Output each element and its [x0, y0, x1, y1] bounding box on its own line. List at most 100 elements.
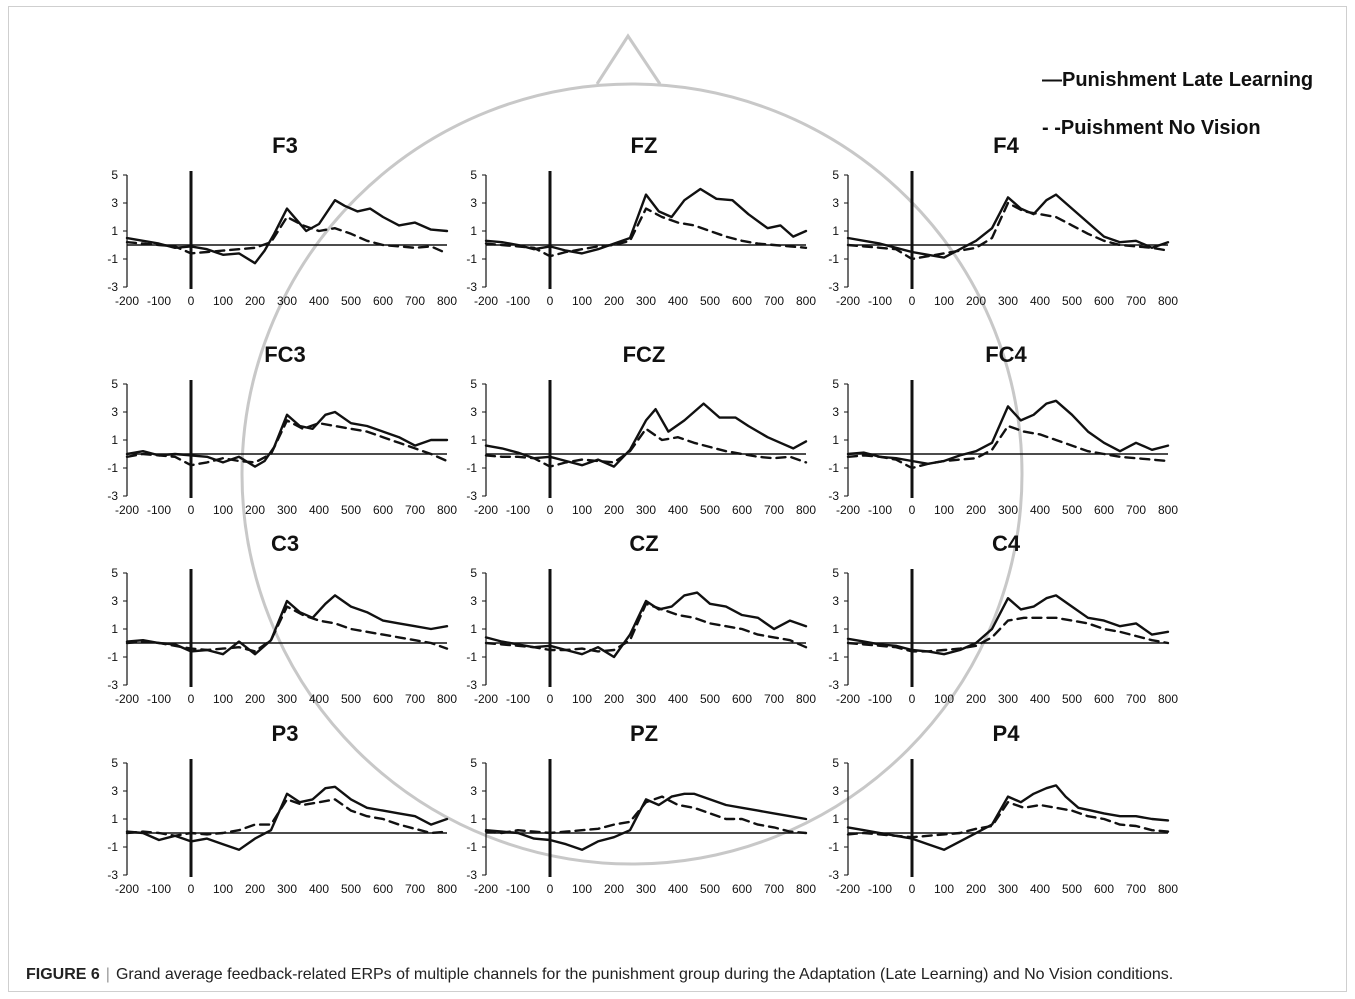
x-tick-label: 800 — [437, 692, 457, 706]
x-tick-label: 400 — [1030, 294, 1050, 308]
series-line-late-learning — [846, 193, 1170, 259]
x-tick-label: 500 — [700, 294, 720, 308]
series-line-late-learning — [846, 594, 1170, 656]
figure-caption: FIGURE 6 | Grand average feedback-related … — [26, 966, 1173, 984]
y-tick-label: -3 — [107, 868, 118, 882]
x-tick-label: 500 — [700, 503, 720, 517]
x-tick-label: 200 — [966, 294, 986, 308]
x-tick-label: 300 — [998, 882, 1018, 896]
x-tick-label: 400 — [1030, 882, 1050, 896]
x-tick-label: -100 — [506, 882, 530, 896]
x-tick-label: 100 — [934, 692, 954, 706]
figure-caption-text: Grand average feedback-related ERPs of m… — [115, 966, 1174, 983]
x-tick-label: 300 — [998, 692, 1018, 706]
series-line-late-learning — [484, 591, 808, 659]
panel-title: PZ — [630, 721, 658, 746]
x-tick-label: -100 — [506, 503, 530, 517]
y-tick-label: -1 — [466, 650, 477, 664]
x-tick-label: 400 — [668, 294, 688, 308]
x-tick-label: 800 — [1158, 294, 1178, 308]
x-tick-label: 100 — [572, 294, 592, 308]
x-tick-label: 400 — [668, 692, 688, 706]
x-tick-label: 100 — [934, 294, 954, 308]
x-tick-label: 500 — [700, 882, 720, 896]
x-tick-label: 700 — [405, 294, 425, 308]
y-tick-label: 3 — [111, 784, 118, 798]
series-line-late-learning — [484, 187, 808, 255]
x-tick-label: 800 — [796, 503, 816, 517]
panel-title: C4 — [992, 531, 1021, 556]
x-tick-label: 200 — [604, 503, 624, 517]
panel-f4: F4 5 3 1 -1 -3-200 -100 0 100 200 300 400 500 600 700 8… — [828, 133, 1178, 308]
x-tick-label: 200 — [966, 692, 986, 706]
x-tick-label: 600 — [732, 294, 752, 308]
series-line-no-vision — [125, 605, 449, 653]
series-line-late-learning — [125, 594, 449, 656]
y-tick-label: 3 — [832, 405, 839, 419]
head-outline — [240, 82, 1024, 866]
x-tick-label: 700 — [764, 503, 784, 517]
x-tick-label: 100 — [934, 503, 954, 517]
series-line-late-learning — [125, 410, 449, 468]
x-tick-label: 200 — [245, 503, 265, 517]
x-tick-label: 200 — [966, 882, 986, 896]
y-tick-label: 1 — [111, 622, 118, 636]
x-tick-label: 500 — [1062, 294, 1082, 308]
x-tick-label: 100 — [572, 692, 592, 706]
y-tick-label: 5 — [111, 377, 118, 391]
y-tick-label: 3 — [470, 405, 477, 419]
y-tick-label: 1 — [470, 812, 477, 826]
x-tick-label: -100 — [147, 882, 171, 896]
series-line-late-learning — [125, 785, 449, 851]
series-line-late-learning — [846, 784, 1170, 851]
panel-c3: C3 5 3 1 -1 -3-200 -100 0 100 200 300 400 500 600 700 8… — [107, 531, 457, 706]
y-tick-label: 1 — [470, 622, 477, 636]
y-tick-label: 3 — [470, 594, 477, 608]
x-tick-label: 800 — [1158, 882, 1178, 896]
panel-fc3: FC3 5 3 1 -1 -3-200 -100 0 100 200 300 400 500 600 700… — [107, 342, 457, 517]
y-tick-label: 1 — [832, 622, 839, 636]
y-tick-label: -3 — [466, 489, 477, 503]
x-tick-label: -200 — [836, 692, 860, 706]
x-tick-label: 800 — [437, 503, 457, 517]
x-tick-label: 0 — [909, 692, 916, 706]
series-line-late-learning — [484, 402, 808, 468]
series-line-no-vision — [484, 602, 808, 653]
x-tick-label: 600 — [373, 503, 393, 517]
figure-label: FIGURE 6 — [26, 966, 100, 983]
y-tick-label: -3 — [828, 489, 839, 503]
x-tick-label: 600 — [373, 294, 393, 308]
y-tick-label: -1 — [107, 840, 118, 854]
y-tick-label: -3 — [828, 678, 839, 692]
x-tick-label: -100 — [147, 503, 171, 517]
series-line-no-vision — [484, 795, 808, 835]
nose-triangle — [595, 33, 662, 85]
y-tick-label: 1 — [111, 812, 118, 826]
x-tick-label: -100 — [868, 503, 892, 517]
x-tick-label: -100 — [868, 294, 892, 308]
x-tick-label: -200 — [115, 503, 139, 517]
series-line-no-vision — [846, 801, 1170, 839]
x-tick-label: 100 — [213, 692, 233, 706]
y-tick-label: 3 — [470, 784, 477, 798]
y-tick-label: 3 — [832, 594, 839, 608]
x-tick-label: 500 — [1062, 882, 1082, 896]
x-tick-label: 700 — [405, 692, 425, 706]
series-line-late-learning — [846, 399, 1170, 465]
x-tick-label: 800 — [1158, 692, 1178, 706]
y-tick-label: -1 — [107, 650, 118, 664]
x-tick-label: 500 — [341, 294, 361, 308]
y-tick-label: -1 — [107, 252, 118, 266]
panel-pz: PZ 5 3 1 -1 -3-200 -100 0 100 200 300 400 500 600 700 8… — [466, 721, 816, 896]
y-tick-label: -1 — [466, 252, 477, 266]
x-tick-label: 700 — [1126, 882, 1146, 896]
x-tick-label: 100 — [572, 503, 592, 517]
x-tick-label: 200 — [966, 503, 986, 517]
x-tick-label: 400 — [309, 692, 329, 706]
x-tick-label: -100 — [147, 692, 171, 706]
y-tick-label: -3 — [466, 868, 477, 882]
y-tick-label: 5 — [111, 168, 118, 182]
panel-title: FZ — [631, 133, 658, 158]
x-tick-label: 0 — [909, 882, 916, 896]
